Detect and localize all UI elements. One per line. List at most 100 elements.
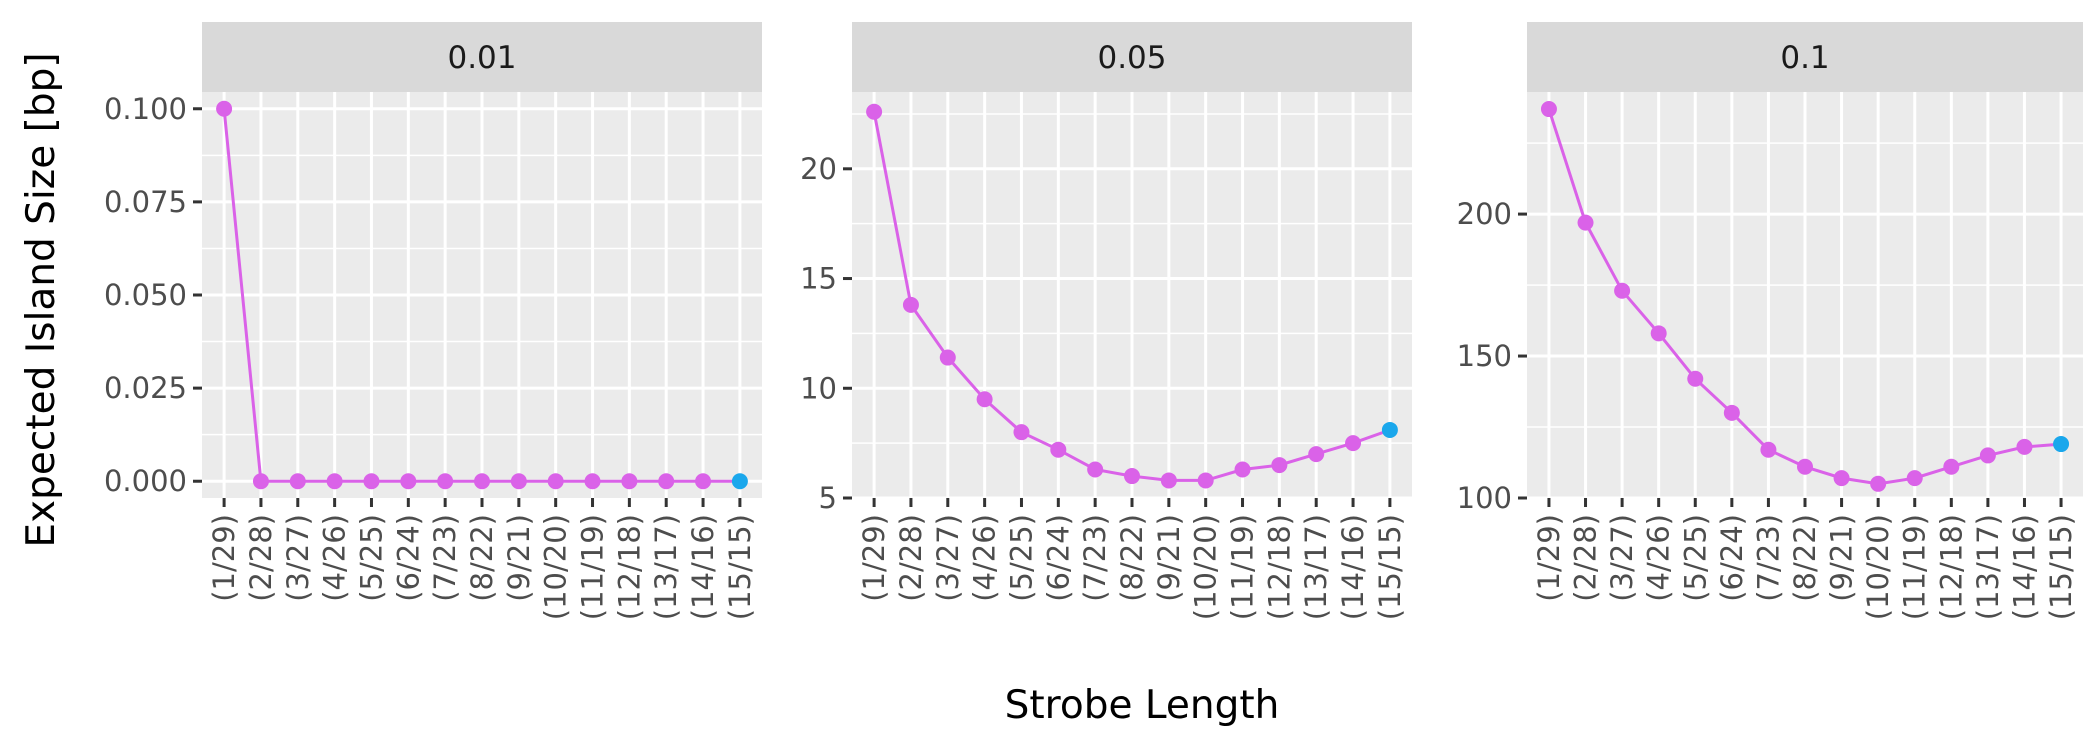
y-tick-label: 20 <box>800 152 837 186</box>
x-tick-label: (15/15) <box>1373 514 1407 620</box>
panel-2: 0.05 5 10 15 20 (1/29) (2/28) (3/27) (4/26) (5/25… <box>800 22 1412 620</box>
x-tick-label: (10/20) <box>1861 514 1895 620</box>
y-tick-label: 5 <box>819 481 837 515</box>
data-point <box>866 103 883 120</box>
data-point <box>326 473 343 490</box>
data-point <box>1345 435 1362 452</box>
x-tick-label: (14/16) <box>1336 514 1370 620</box>
data-point <box>252 473 269 490</box>
x-tick-label: (1/29) <box>207 514 241 602</box>
data-point <box>1979 447 1996 464</box>
x-tick-label: (4/26) <box>318 514 352 602</box>
x-tick-label: (10/20) <box>1189 514 1223 620</box>
data-point <box>1087 461 1104 478</box>
x-tick-label: (5/25) <box>1004 514 1038 602</box>
x-tick-label: (13/17) <box>1299 514 1333 620</box>
x-tick-label: (8/22) <box>1788 514 1822 602</box>
x-tick-label: (11/19) <box>1226 514 1260 620</box>
y-tick-label: 150 <box>1457 339 1512 373</box>
x-tick-label: (10/20) <box>539 514 573 620</box>
data-point <box>1013 424 1030 441</box>
x-tick-label: (4/26) <box>968 514 1002 602</box>
data-point <box>1271 457 1288 474</box>
x-tick-label: (7/23) <box>1751 514 1785 602</box>
data-point <box>216 100 233 117</box>
x-tick-label: (12/18) <box>612 514 646 620</box>
x-tick-label: (6/24) <box>1715 514 1749 602</box>
y-tick-label: 0.000 <box>104 464 187 498</box>
data-point <box>1760 441 1777 458</box>
data-point <box>1614 282 1631 299</box>
facet-label: 0.1 <box>1780 40 1829 76</box>
x-tick-label: (13/17) <box>649 514 683 620</box>
data-point <box>902 296 919 313</box>
x-tick-label: (8/22) <box>465 514 499 602</box>
y-tick-label: 0.025 <box>104 371 187 405</box>
x-tick-label: (12/18) <box>1934 514 1968 620</box>
data-point <box>731 473 748 490</box>
data-point <box>621 473 638 490</box>
data-point <box>1797 458 1813 475</box>
panel-3: 0.1 100 150 200 (1/29) (2/28) (3/27) (4/26) (5/2… <box>1457 22 2083 620</box>
data-point <box>474 473 490 490</box>
x-tick-label: (6/24) <box>391 514 425 602</box>
data-point <box>1234 461 1251 478</box>
panel-1: 0.01 0.000 0.025 0.050 0.075 0.100 (1/29) (2/28… <box>104 22 762 620</box>
x-tick-label: (3/27) <box>281 514 315 602</box>
x-tick-label: (14/16) <box>686 514 720 620</box>
y-tick-label: 10 <box>800 371 837 405</box>
data-point <box>695 473 712 490</box>
x-tick-label: (9/21) <box>502 514 536 602</box>
x-tick-label: (11/19) <box>576 514 610 620</box>
data-point <box>1381 421 1398 438</box>
data-point <box>547 473 564 490</box>
x-tick-label: (3/27) <box>1605 514 1639 602</box>
facet-label: 0.01 <box>447 40 516 76</box>
x-tick-label: (3/27) <box>931 514 965 602</box>
facet-strip <box>202 22 762 92</box>
x-tick-label: (6/24) <box>1041 514 1075 602</box>
data-point <box>2016 438 2033 455</box>
x-tick-label: (12/18) <box>1262 514 1296 620</box>
y-tick-label: 0.050 <box>104 278 187 312</box>
x-tick-label: (2/28) <box>244 514 278 602</box>
facet-label: 0.05 <box>1097 40 1166 76</box>
x-tick-label: (11/19) <box>1898 514 1932 620</box>
x-tick-label: (5/25) <box>1678 514 1712 602</box>
data-point <box>1870 475 1887 492</box>
x-tick-label: (9/21) <box>1152 514 1186 602</box>
x-tick-label: (1/29) <box>1532 514 1566 602</box>
x-tick-label: (9/21) <box>1825 514 1859 602</box>
data-point <box>1833 470 1850 487</box>
data-point <box>1943 458 1960 475</box>
data-point <box>2053 436 2070 453</box>
x-tick-label: (14/16) <box>2007 514 2041 620</box>
x-tick-label: (4/26) <box>1642 514 1676 602</box>
data-point <box>510 473 527 490</box>
x-tick-label: (7/23) <box>428 514 462 602</box>
data-point <box>584 473 601 490</box>
x-tick-label: (7/23) <box>1078 514 1112 602</box>
data-point <box>1577 214 1594 231</box>
x-tick-label: (15/15) <box>2044 514 2078 620</box>
y-axis-title: Expected Island Size [bp] <box>19 52 64 547</box>
data-point <box>1124 468 1140 485</box>
data-point <box>976 391 993 408</box>
x-tick-label: (5/25) <box>354 514 388 602</box>
data-point <box>1160 472 1177 489</box>
x-tick-label: (8/22) <box>1115 514 1149 602</box>
x-tick-label: (15/15) <box>723 514 757 620</box>
data-point <box>1687 370 1704 387</box>
x-tick-label: (2/28) <box>1569 514 1603 602</box>
data-point <box>289 473 306 490</box>
data-point <box>1906 470 1923 487</box>
data-point <box>1540 101 1557 118</box>
data-point <box>1197 472 1214 489</box>
facet-strip <box>1527 22 2083 92</box>
x-tick-label: (1/29) <box>857 514 891 602</box>
x-axis-title: Strobe Length <box>1005 683 1280 728</box>
x-tick-label: (2/28) <box>894 514 928 602</box>
data-point <box>363 473 380 490</box>
